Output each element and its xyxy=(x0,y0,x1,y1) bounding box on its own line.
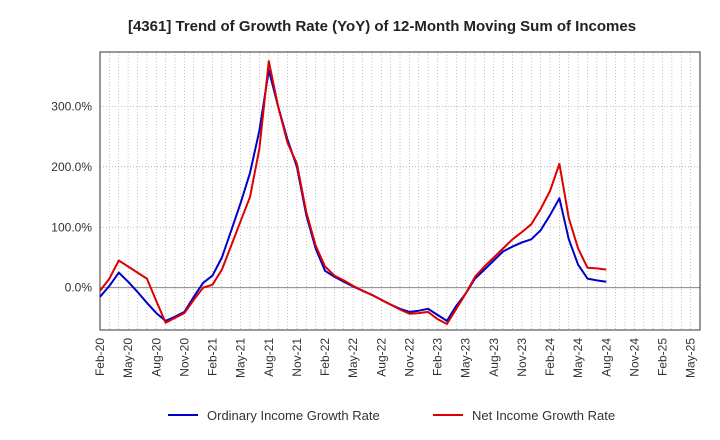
x-tick-label: May-21 xyxy=(234,338,248,378)
series-line-net-income xyxy=(99,60,607,325)
x-tick-label: May-20 xyxy=(121,338,135,378)
x-tick-label: Aug-24 xyxy=(599,338,613,377)
axes xyxy=(99,51,701,331)
x-tick-label: Nov-22 xyxy=(402,338,416,377)
x-tick-label: Feb-23 xyxy=(431,338,445,376)
x-tick-label: Nov-21 xyxy=(290,338,304,377)
x-tick-label: May-25 xyxy=(684,338,698,378)
x-tick-label: Feb-21 xyxy=(206,338,220,376)
x-tick-label: Nov-24 xyxy=(627,338,641,377)
x-tick-label: Feb-20 xyxy=(93,338,107,376)
y-tick-label: 100.0% xyxy=(51,220,92,234)
x-tick-label: Aug-21 xyxy=(262,338,276,377)
x-tick-label: May-24 xyxy=(571,338,585,378)
x-tick-label: Aug-23 xyxy=(487,338,501,377)
grid xyxy=(100,52,700,330)
legend: Ordinary Income Growth Rate Net Income G… xyxy=(168,408,615,423)
x-tick-label: Aug-22 xyxy=(374,338,388,377)
x-tick-labels: Feb-20 May-20 Aug-20 Nov-20 Feb-21 May-21 Aug-… xyxy=(93,338,698,378)
y-tick-label: 200.0% xyxy=(51,160,92,174)
x-tick-label: Feb-22 xyxy=(318,338,332,376)
y-tick-labels: 0.0% 100.0% 200.0% 300.0% xyxy=(51,99,92,294)
x-tick-label: Aug-20 xyxy=(149,338,163,377)
x-tick-label: Nov-23 xyxy=(515,338,529,377)
legend-label-net-income: Net Income Growth Rate xyxy=(472,408,615,423)
x-tick-label: Nov-20 xyxy=(177,338,191,377)
x-tick-label: May-22 xyxy=(346,338,360,378)
plot-frame xyxy=(99,51,701,331)
y-tick-label: 300.0% xyxy=(51,99,92,113)
y-tick-label: 0.0% xyxy=(65,281,93,295)
x-tick-label: Feb-24 xyxy=(543,338,557,376)
x-tick-label: May-23 xyxy=(459,338,473,378)
x-tick-label: Feb-25 xyxy=(656,338,670,376)
series-group xyxy=(99,60,607,325)
chart-title: [4361] Trend of Growth Rate (YoY) of 12-… xyxy=(128,18,636,35)
legend-label-ordinary-income: Ordinary Income Growth Rate xyxy=(207,408,380,423)
